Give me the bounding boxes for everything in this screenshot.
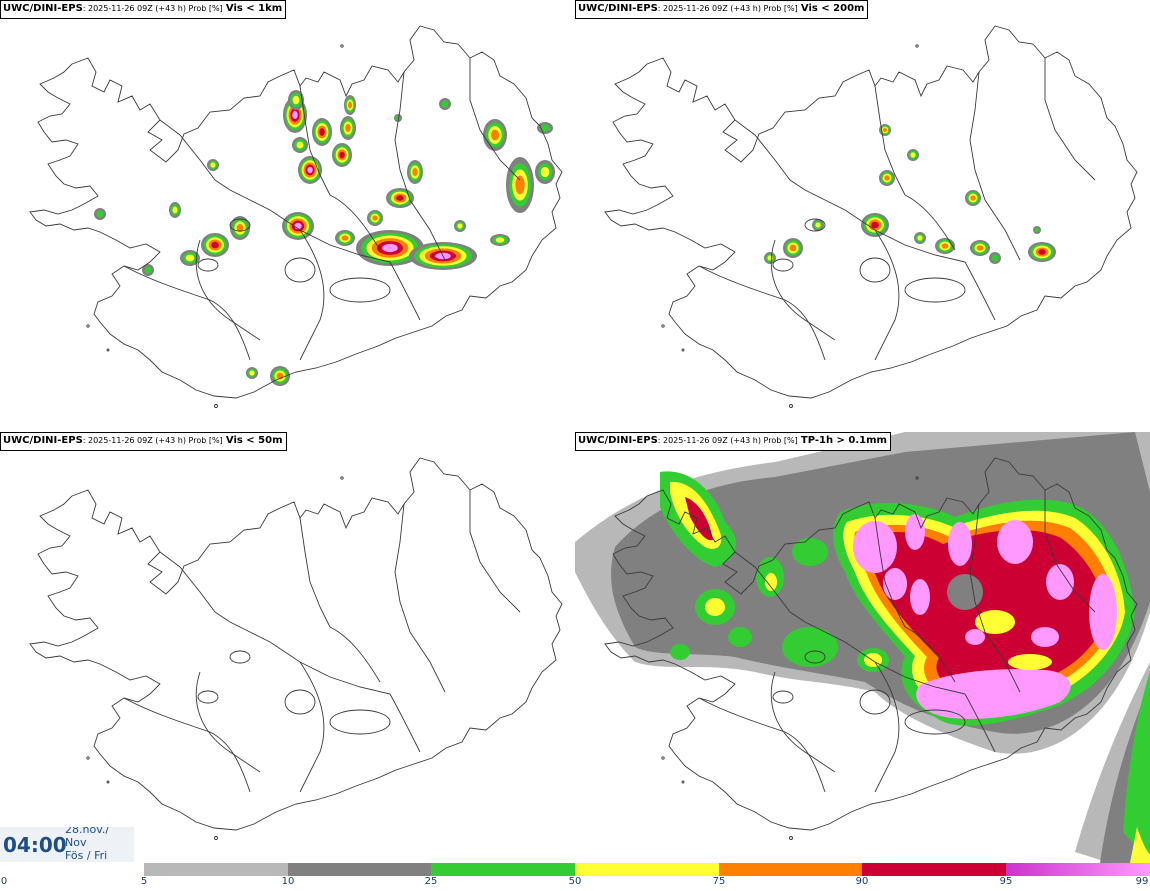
map-panel-vis-1km: UWC/DINI-EPS: 2025-11-26 09Z (+43 h) Pro… <box>0 0 575 431</box>
colorbar-label: 90 <box>855 876 869 887</box>
probability-contour <box>296 141 304 149</box>
probability-contour <box>339 151 345 159</box>
iceland-map <box>29 25 563 408</box>
probability-contour <box>249 370 255 376</box>
colorbar-label: 95 <box>999 876 1013 887</box>
probability-contour <box>292 110 298 120</box>
probability-contour <box>292 95 300 105</box>
probability-contour <box>345 124 351 132</box>
panel-title: UWC/DINI-EPS: 2025-11-26 09Z (+43 h) Pro… <box>575 432 891 451</box>
colorbar-segment <box>431 863 575 876</box>
colorbar-segment <box>862 863 1006 876</box>
probability-contour <box>815 222 821 228</box>
iceland-map <box>604 25 1138 408</box>
probability-contour <box>970 195 976 201</box>
colorbar-label: 10 <box>281 876 295 887</box>
probability-contour <box>236 224 244 232</box>
probability-contour <box>372 215 378 221</box>
probability-contour <box>789 244 797 252</box>
probability-contour <box>1034 227 1040 233</box>
probability-contour <box>941 243 949 249</box>
probability-contour <box>495 237 505 243</box>
probability-contour <box>871 221 879 229</box>
probability-contour <box>210 162 216 168</box>
probability-contour <box>991 254 999 262</box>
probability-contour <box>307 166 313 174</box>
probability-contour <box>491 129 499 141</box>
probability-contour <box>319 128 325 136</box>
probability-contour <box>412 168 418 176</box>
probability-contour <box>211 241 219 249</box>
colorbar-legend: 0 5 10 25 50 75 90 95 99 <box>0 863 1150 891</box>
probability-contour <box>396 195 404 201</box>
probability-contour <box>172 206 178 214</box>
probability-contour <box>917 235 923 241</box>
colorbar-label: 5 <box>140 876 148 887</box>
colorbar-segment <box>0 863 144 876</box>
colorbar-label: 0 <box>0 876 8 887</box>
colorbar-segment <box>575 863 719 876</box>
colorbar-segment <box>288 863 431 876</box>
valid-time-box: 04:00 28.nóv./ Nov Fös / Fri <box>0 827 134 862</box>
panel-title: UWC/DINI-EPS: 2025-11-26 09Z (+43 h) Pro… <box>0 0 287 19</box>
colorbar-label: 25 <box>424 876 438 887</box>
probability-fields <box>575 432 1150 863</box>
probability-contour <box>540 124 550 132</box>
probability-contour <box>1038 249 1046 255</box>
probability-contour <box>976 245 984 251</box>
probability-contour <box>185 254 195 262</box>
probability-contour <box>884 175 890 181</box>
probability-contour <box>910 152 916 158</box>
probability-fields <box>764 124 1056 264</box>
probability-fields <box>94 90 555 386</box>
colorbar-segment <box>144 863 288 876</box>
map-panel-vis-50m: UWC/DINI-EPS: 2025-11-26 09Z (+43 h) Pro… <box>0 432 575 863</box>
probability-contour <box>341 235 349 241</box>
probability-contour <box>382 243 398 253</box>
iceland-map <box>575 432 1150 863</box>
colorbar-label: 99 <box>1135 876 1149 887</box>
iceland-map <box>29 457 563 840</box>
colorbar-label: 75 <box>712 876 726 887</box>
probability-contour <box>540 166 550 178</box>
map-panel-vis-200m: UWC/DINI-EPS: 2025-11-26 09Z (+43 h) Pro… <box>575 0 1150 431</box>
colorbar-segment <box>1006 863 1150 876</box>
probability-contour <box>144 266 152 274</box>
probability-contour <box>883 128 887 132</box>
valid-time: 04:00 <box>3 833 67 857</box>
colorbar-segment <box>719 863 862 876</box>
probability-contour <box>96 210 104 218</box>
map-panel-precip: UWC/DINI-EPS: 2025-11-26 09Z (+43 h) Pro… <box>575 432 1150 863</box>
valid-date: 28.nóv./ Nov Fös / Fri <box>65 827 110 862</box>
probability-contour <box>515 175 525 195</box>
colorbar-label: 50 <box>568 876 582 887</box>
probability-contour <box>457 223 463 229</box>
panel-title: UWC/DINI-EPS: 2025-11-26 09Z (+43 h) Pro… <box>0 432 287 451</box>
probability-contour <box>348 101 352 109</box>
coastline <box>29 457 563 840</box>
probability-contour <box>441 100 449 108</box>
panel-title: UWC/DINI-EPS: 2025-11-26 09Z (+43 h) Pro… <box>575 0 869 19</box>
